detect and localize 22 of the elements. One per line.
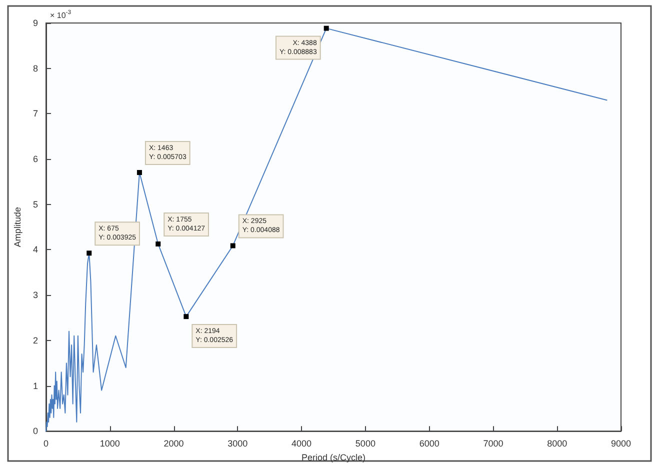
x-tick-label: 7000 — [483, 438, 504, 449]
y-tick-label: 7 — [32, 108, 38, 119]
y-tick-label: 5 — [32, 199, 38, 210]
x-tick-label: 8000 — [547, 438, 568, 449]
x-tick-label: 2000 — [164, 438, 184, 449]
x-tick-label: 4000 — [292, 438, 312, 449]
x-tick-label: 5000 — [355, 438, 376, 449]
x-tick-label: 3000 — [228, 438, 248, 449]
y-tick-label: 9 — [32, 18, 38, 28]
y-tick-label: 8 — [32, 63, 38, 74]
y-tick-label: 2 — [32, 335, 38, 346]
x-tick-label: 9000 — [610, 438, 632, 449]
x-tick-label: 1000 — [100, 438, 120, 449]
x-axis-title: Period (s/Cycle) — [301, 452, 366, 462]
y-tick-label: 3 — [32, 290, 38, 300]
x-tick-label: 0 — [43, 438, 49, 449]
y-axis-title: Amplitude — [12, 207, 22, 248]
y-tick-label: 4 — [32, 244, 38, 255]
y-tick-label: 1 — [32, 380, 38, 391]
y-tick-label: 6 — [32, 154, 38, 164]
y-tick-label: 0 — [32, 426, 38, 436]
x-tick-label: 6000 — [419, 438, 440, 449]
